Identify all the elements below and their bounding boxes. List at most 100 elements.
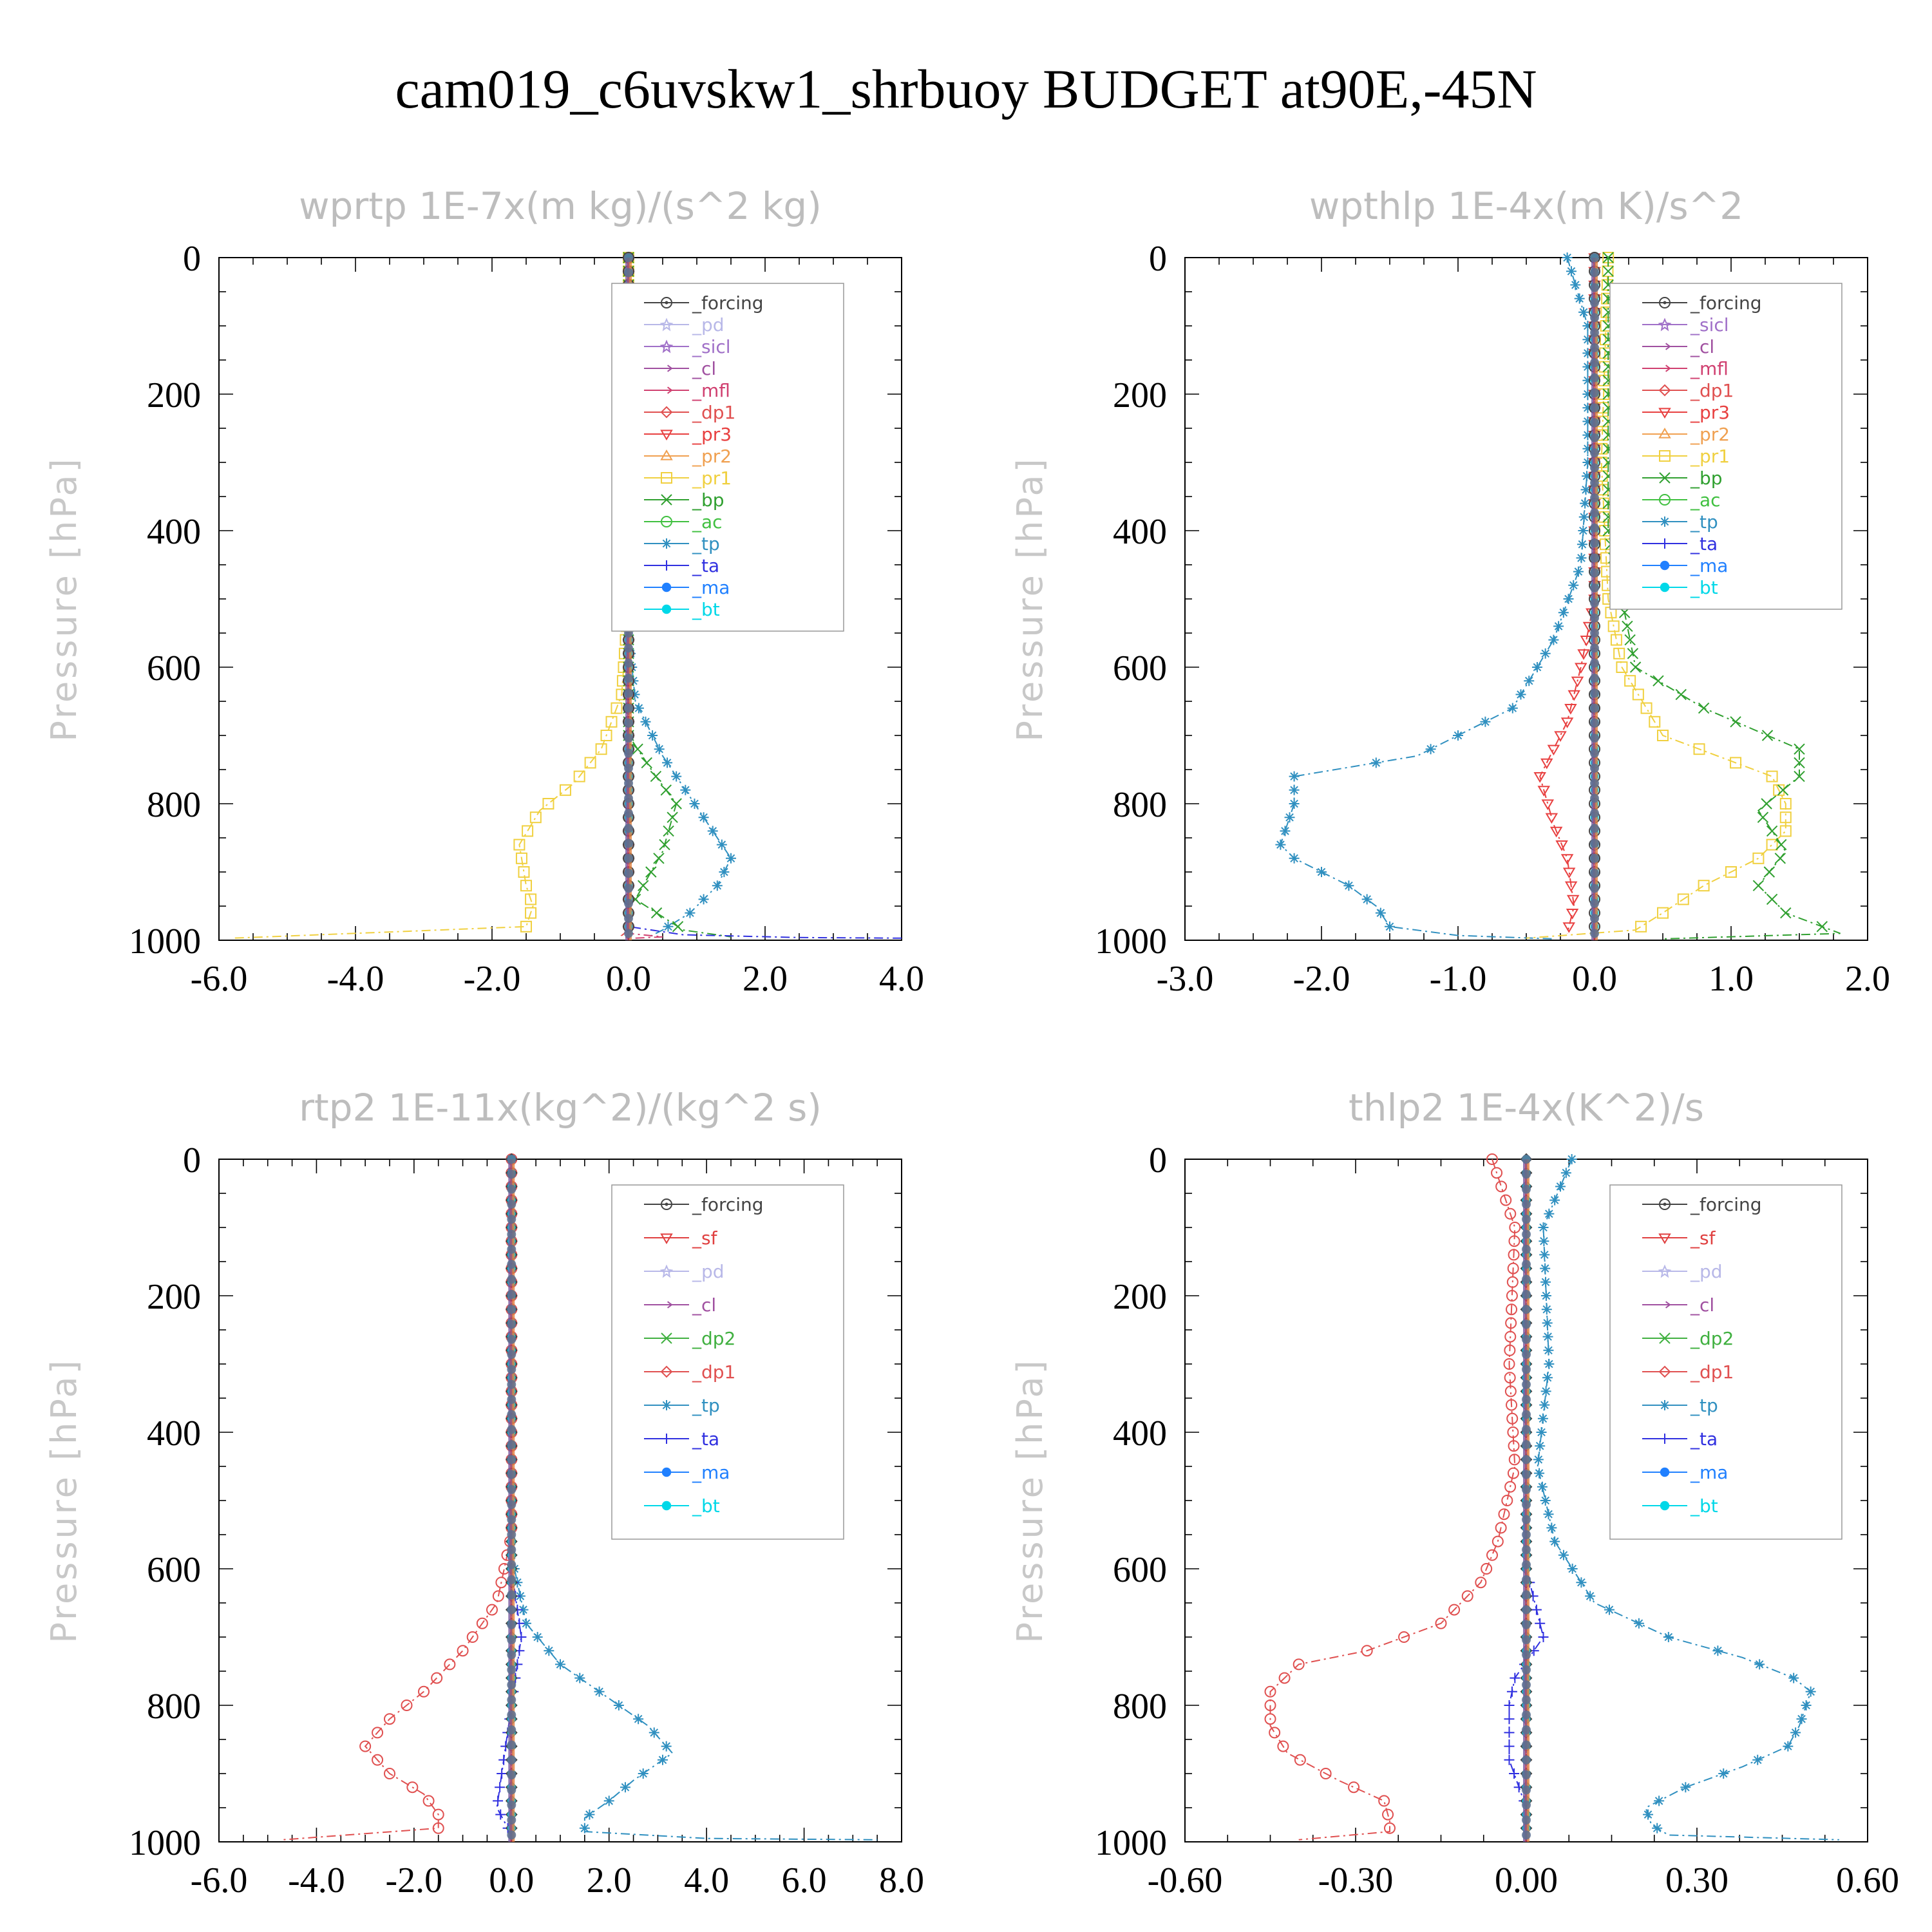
marker bbox=[1504, 1208, 1517, 1220]
marker bbox=[1531, 1604, 1542, 1615]
marker bbox=[660, 406, 673, 419]
zero-marker bbox=[1522, 1229, 1531, 1239]
x-tick-label: -6.0 bbox=[191, 959, 248, 999]
zero-marker bbox=[1590, 703, 1599, 713]
panel-title: wprtp 1E-7x(m kg)/(s^2 kg) bbox=[299, 184, 822, 228]
marker bbox=[1657, 907, 1669, 919]
marker bbox=[633, 1714, 644, 1725]
zero-marker bbox=[1590, 898, 1599, 908]
marker bbox=[1659, 1332, 1671, 1344]
marker bbox=[1507, 1262, 1519, 1274]
legend-label: _ta bbox=[692, 1428, 719, 1450]
marker bbox=[707, 826, 718, 837]
panel-wprtp: wprtp 1E-7x(m kg)/(s^2 kg) Pressure [hPa]… bbox=[0, 129, 966, 1030]
zero-marker bbox=[1522, 1560, 1531, 1569]
marker bbox=[1506, 1290, 1518, 1302]
marker bbox=[1794, 770, 1805, 782]
legend-entry: _bp bbox=[1642, 468, 1723, 489]
marker bbox=[661, 604, 672, 614]
legend-label: _dp2 bbox=[692, 1328, 735, 1349]
y-tick-label: 1000 bbox=[129, 1823, 201, 1863]
marker bbox=[1663, 1632, 1674, 1642]
marker bbox=[1633, 1618, 1644, 1629]
marker bbox=[1658, 1233, 1671, 1244]
panel-wpthlp: wpthlp 1E-4x(m K)/s^2 Pressure [hPa] 0 200 4… bbox=[966, 129, 1932, 1030]
zero-marker bbox=[507, 1410, 516, 1419]
y-axis-label: Pressure [hPa] bbox=[1010, 456, 1050, 741]
marker bbox=[1294, 1754, 1306, 1766]
marker bbox=[1577, 649, 1590, 660]
marker bbox=[1544, 1359, 1555, 1369]
legend-entry: _dp1 bbox=[1642, 1361, 1734, 1383]
marker bbox=[1585, 1591, 1596, 1602]
zero-marker bbox=[1590, 418, 1599, 428]
marker bbox=[1524, 676, 1535, 687]
marker bbox=[1660, 1434, 1670, 1444]
marker bbox=[495, 1809, 506, 1820]
marker bbox=[661, 1741, 672, 1752]
y-tick-label: 600 bbox=[1113, 649, 1167, 688]
zero-marker bbox=[1590, 734, 1599, 743]
marker bbox=[1698, 702, 1710, 714]
marker bbox=[1766, 893, 1778, 905]
zero-marker bbox=[1522, 1725, 1531, 1735]
x-tick-label: 0.30 bbox=[1665, 1861, 1728, 1900]
zero-marker bbox=[1590, 463, 1599, 473]
marker bbox=[698, 894, 709, 905]
zero-marker bbox=[1522, 1500, 1531, 1510]
y-tick-label: 600 bbox=[147, 1550, 201, 1590]
zero-marker bbox=[507, 1244, 516, 1254]
legend-entry: _ta bbox=[644, 1428, 719, 1450]
marker bbox=[1540, 758, 1553, 770]
zero-marker bbox=[507, 1229, 516, 1239]
marker bbox=[1752, 1754, 1763, 1765]
legend-entry: _bp bbox=[644, 489, 724, 511]
marker bbox=[1659, 450, 1671, 462]
marker bbox=[476, 1617, 488, 1629]
zero-marker bbox=[624, 808, 633, 818]
marker bbox=[1640, 702, 1653, 714]
marker bbox=[532, 1632, 543, 1642]
marker bbox=[661, 494, 672, 506]
x-tick-label: 0.00 bbox=[1495, 1861, 1558, 1900]
zero-marker bbox=[507, 1575, 516, 1584]
marker bbox=[1504, 1727, 1515, 1738]
marker bbox=[660, 784, 672, 796]
marker bbox=[1805, 1686, 1816, 1697]
marker bbox=[1643, 1809, 1654, 1820]
zero-marker bbox=[1590, 508, 1599, 518]
marker bbox=[1580, 484, 1591, 495]
marker bbox=[1660, 1301, 1671, 1309]
marker bbox=[1576, 1577, 1587, 1588]
zero-marker bbox=[507, 1379, 516, 1389]
y-axis-label: Pressure [hPa] bbox=[44, 1358, 84, 1643]
zero-marker bbox=[1522, 1605, 1531, 1615]
zero-marker bbox=[1522, 1244, 1531, 1254]
marker bbox=[1544, 1208, 1555, 1219]
marker bbox=[1539, 1236, 1549, 1247]
zero-marker bbox=[1590, 869, 1599, 878]
marker bbox=[1604, 1604, 1615, 1615]
marker bbox=[359, 1740, 372, 1752]
legend-entry: _pd bbox=[1642, 1261, 1723, 1282]
zero-marker bbox=[1590, 853, 1599, 863]
legend-label: _ac bbox=[1690, 489, 1721, 511]
legend-label: _bt bbox=[692, 599, 720, 620]
zero-marker bbox=[624, 748, 633, 758]
x-tick-label: 0.60 bbox=[1836, 1861, 1899, 1900]
marker bbox=[1506, 1412, 1519, 1425]
x-tick-label: 4.0 bbox=[684, 1861, 729, 1900]
legend-entry: _bt bbox=[644, 599, 720, 620]
legend-entry: _tp bbox=[1642, 1395, 1718, 1416]
marker bbox=[1536, 1427, 1547, 1437]
marker bbox=[1763, 866, 1776, 878]
marker bbox=[1505, 1317, 1517, 1329]
zero-marker bbox=[624, 824, 633, 833]
zero-marker bbox=[1522, 1680, 1531, 1690]
marker bbox=[670, 798, 682, 810]
marker bbox=[661, 1198, 672, 1210]
chart-svg: thlp2 1E-4x(K^2)/s Pressure [hPa] 0 200 400 6… bbox=[1010, 1086, 1899, 1900]
marker bbox=[1582, 402, 1593, 413]
marker bbox=[659, 317, 674, 332]
legend-entry: _sf bbox=[1642, 1227, 1716, 1249]
